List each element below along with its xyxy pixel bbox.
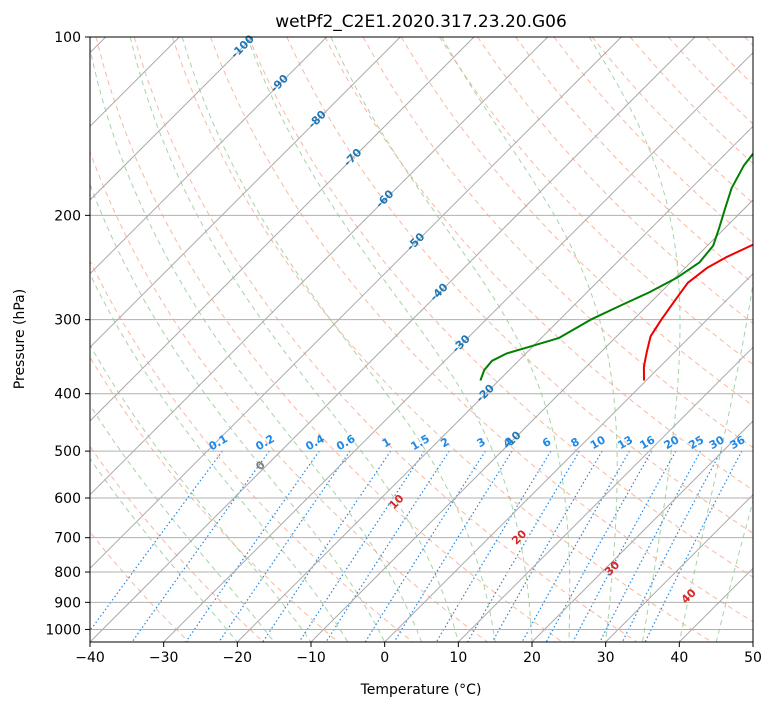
- x-tick-label: −40: [75, 650, 105, 666]
- y-tick-label: 500: [54, 444, 81, 460]
- chart-title: wetPf2_C2E1.2020.317.23.20.G06: [275, 12, 567, 32]
- x-tick-label: 0: [380, 650, 389, 666]
- y-axis-label: Pressure (hPa): [12, 289, 28, 389]
- y-tick-label: 700: [54, 531, 81, 547]
- y-tick-label: 300: [54, 313, 81, 329]
- x-tick-label: 50: [744, 650, 762, 666]
- y-tick-label: 800: [54, 565, 81, 581]
- y-tick-label: 100: [54, 30, 81, 46]
- y-tick-label: 1000: [45, 622, 81, 638]
- x-tick-label: −30: [149, 650, 179, 666]
- x-tick-label: 40: [670, 650, 688, 666]
- y-tick-label: 600: [54, 491, 81, 507]
- x-tick-label: −10: [296, 650, 326, 666]
- x-tick-label: 10: [449, 650, 467, 666]
- x-tick-label: 20: [523, 650, 541, 666]
- y-tick-label: 200: [54, 208, 81, 224]
- x-tick-label: −20: [223, 650, 253, 666]
- y-tick-label: 400: [54, 387, 81, 403]
- x-tick-label: 30: [597, 650, 615, 666]
- x-axis-label: Temperature (°C): [360, 682, 482, 698]
- y-tick-label: 900: [54, 595, 81, 611]
